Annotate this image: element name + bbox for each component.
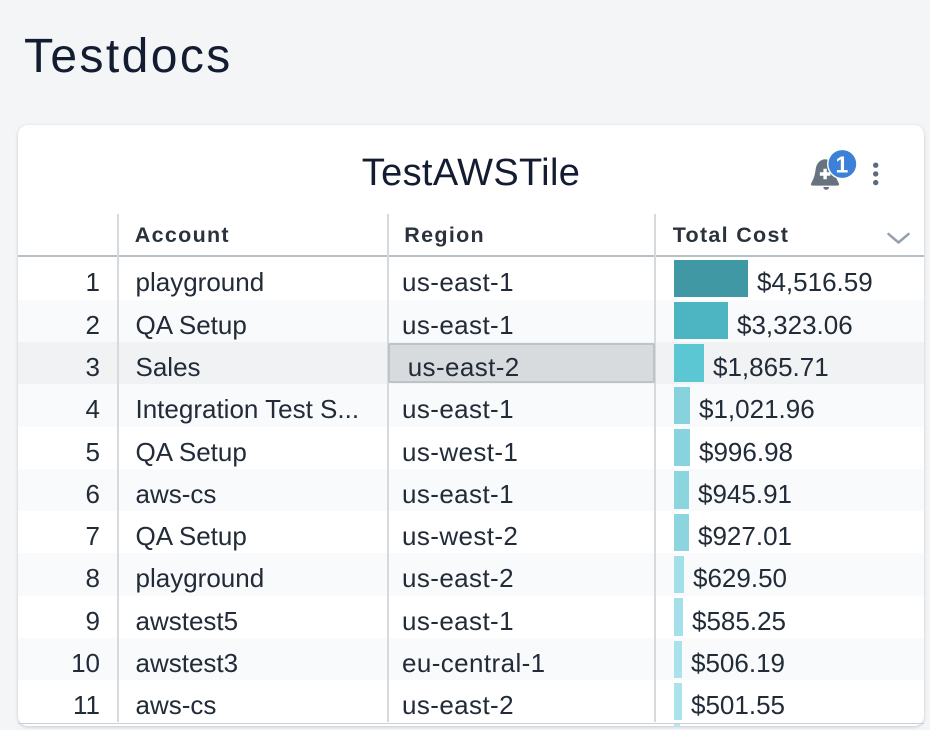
- svg-text:1: 1: [836, 151, 849, 177]
